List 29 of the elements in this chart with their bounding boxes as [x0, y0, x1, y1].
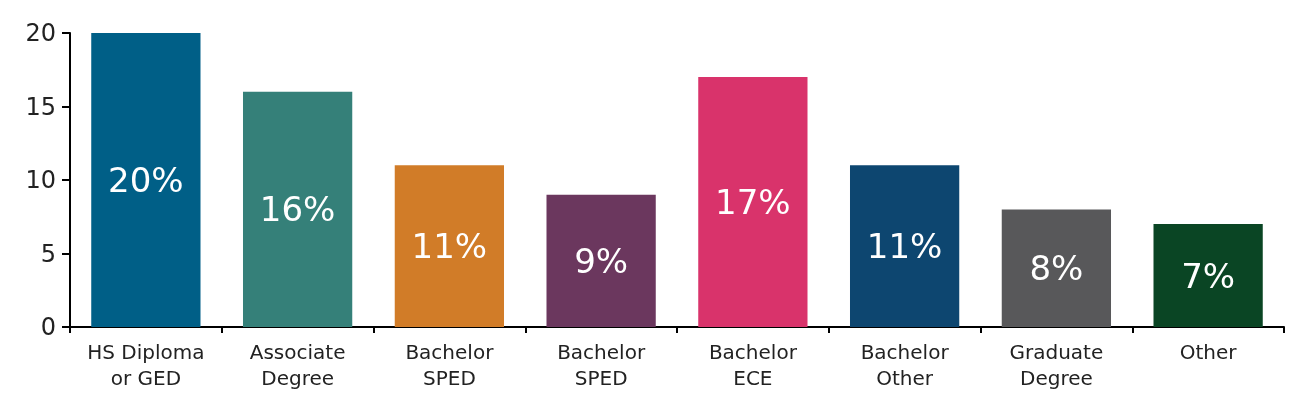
y-tick-label: 20 — [25, 19, 56, 47]
y-tick-label: 5 — [40, 239, 56, 268]
data-label: 20% — [108, 160, 184, 200]
x-tick-label: Bachelor Other — [860, 340, 950, 390]
x-tick-label: HS Diploma or GED — [87, 340, 205, 390]
data-label: 11% — [866, 226, 943, 267]
x-tick-label: Associate Degree — [249, 340, 346, 390]
bar — [394, 165, 505, 327]
data-label: 9% — [574, 240, 629, 281]
bar — [698, 77, 808, 327]
x-tick-label: Bachelor ECE — [708, 340, 798, 390]
data-label: 16% — [259, 189, 336, 230]
x-tick-label: Bachelor SPED — [557, 340, 646, 390]
data-label: 7% — [1181, 255, 1236, 296]
bar — [243, 91, 353, 327]
y-tick-label: 0 — [40, 313, 56, 341]
x-tick-label: Graduate Degree — [1009, 340, 1104, 390]
data-label: 8% — [1029, 248, 1084, 289]
bar — [1153, 224, 1263, 327]
data-label: 17% — [715, 182, 791, 223]
y-tick-label: 10 — [25, 166, 56, 194]
bar — [1001, 209, 1112, 327]
bar — [850, 165, 960, 327]
x-tick-label: Bachelor SPED — [405, 340, 495, 390]
bar — [91, 33, 201, 327]
bar — [546, 194, 656, 327]
data-label: 11% — [411, 226, 488, 267]
y-tick-label: 15 — [25, 92, 56, 121]
x-tick-label: Other — [1179, 340, 1238, 364]
